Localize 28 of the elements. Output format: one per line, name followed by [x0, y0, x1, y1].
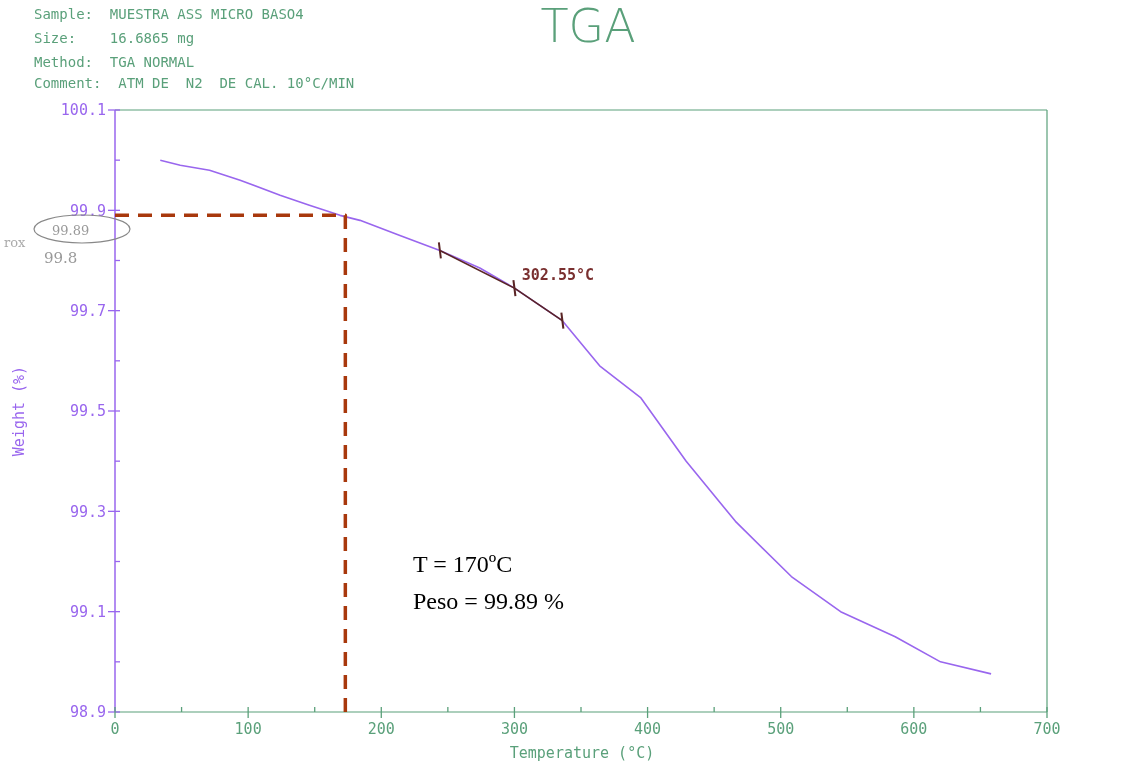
y-tick-label: 99.9 [69, 201, 106, 220]
y-tick-label: 99.1 [69, 602, 106, 621]
text: Sample: MUESTRA ASS MICRO BASO4 [34, 6, 304, 22]
annotation: T = 170ºC [413, 551, 513, 577]
text: Method: TGA NORMAL [34, 54, 195, 70]
text: 99.8 [44, 249, 78, 267]
x-tick-label: 100 [234, 720, 262, 738]
y-tick-label: 100.1 [60, 101, 106, 120]
y-tick-label: 98.9 [69, 703, 106, 722]
text: rox [4, 235, 27, 250]
y-tick-label: 99.7 [69, 301, 106, 320]
x-tick-label: 0 [110, 720, 120, 738]
y-tick-label: 99.5 [69, 402, 106, 421]
chart-title: TGA [540, 0, 636, 53]
x-tick-label: 500 [767, 720, 795, 738]
text: Size: 16.6865 mg [34, 30, 195, 46]
x-tick-label: 400 [634, 720, 662, 738]
y-axis-title: Weight (%) [10, 365, 28, 457]
x-tick-label: 700 [1033, 720, 1061, 738]
y-tick-label: 99.3 [69, 502, 106, 521]
x-tick-label: 200 [367, 720, 395, 738]
text: Comment: ATM DE N2 DE CAL. 10°C/MIN [34, 75, 355, 91]
annotation: 302.55°C [521, 266, 595, 285]
annotation: Peso = 99.89 % [413, 588, 564, 614]
x-tick-label: 600 [900, 720, 928, 738]
x-axis-title: Temperature (°C) [509, 744, 655, 762]
x-tick-label: 300 [500, 720, 528, 738]
text: 99.89 [52, 223, 90, 238]
